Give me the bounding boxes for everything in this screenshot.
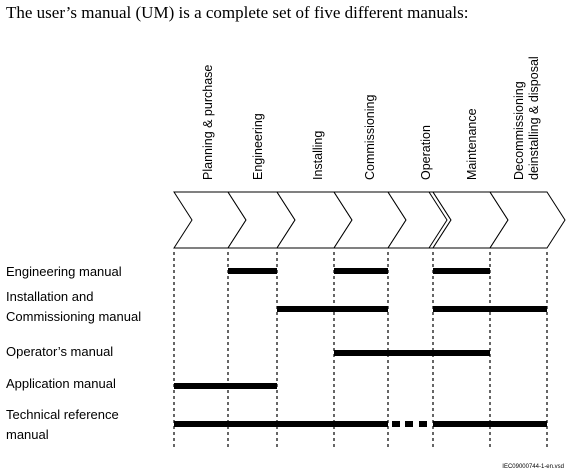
phase-chevron-accent [428,191,448,249]
phase-label: Maintenance [465,108,479,180]
phase-label: Installing [311,131,325,180]
manual-label-operator: Operator’s manual [6,344,114,359]
phase-label: deinstalling & disposal [527,56,541,180]
manual-label-technical-reference: Technical reference manual [6,407,119,442]
manual-coverage-bars [174,268,547,427]
phase-label: Engineering [251,113,265,180]
manual-label-installation-commissioning: Installation and Commissioning manual [6,289,142,324]
phase-chevron-row [173,191,566,249]
phase-chevron [489,191,566,249]
phase-labels: Planning & purchase Engineering Installing… [201,56,541,180]
phase-label: Planning & purchase [201,65,215,180]
file-id: IEC09000744-1-en.vsd [502,464,564,470]
page-title: The user’s manual (UM) is a complete set… [6,3,469,22]
manual-label-application: Application manual [6,376,116,391]
phase-label: Decommissioning [512,81,526,180]
phase-label: Operation [419,125,433,180]
phase-label: Commissioning [363,95,377,180]
manual-label-engineering: Engineering manual [6,264,122,279]
